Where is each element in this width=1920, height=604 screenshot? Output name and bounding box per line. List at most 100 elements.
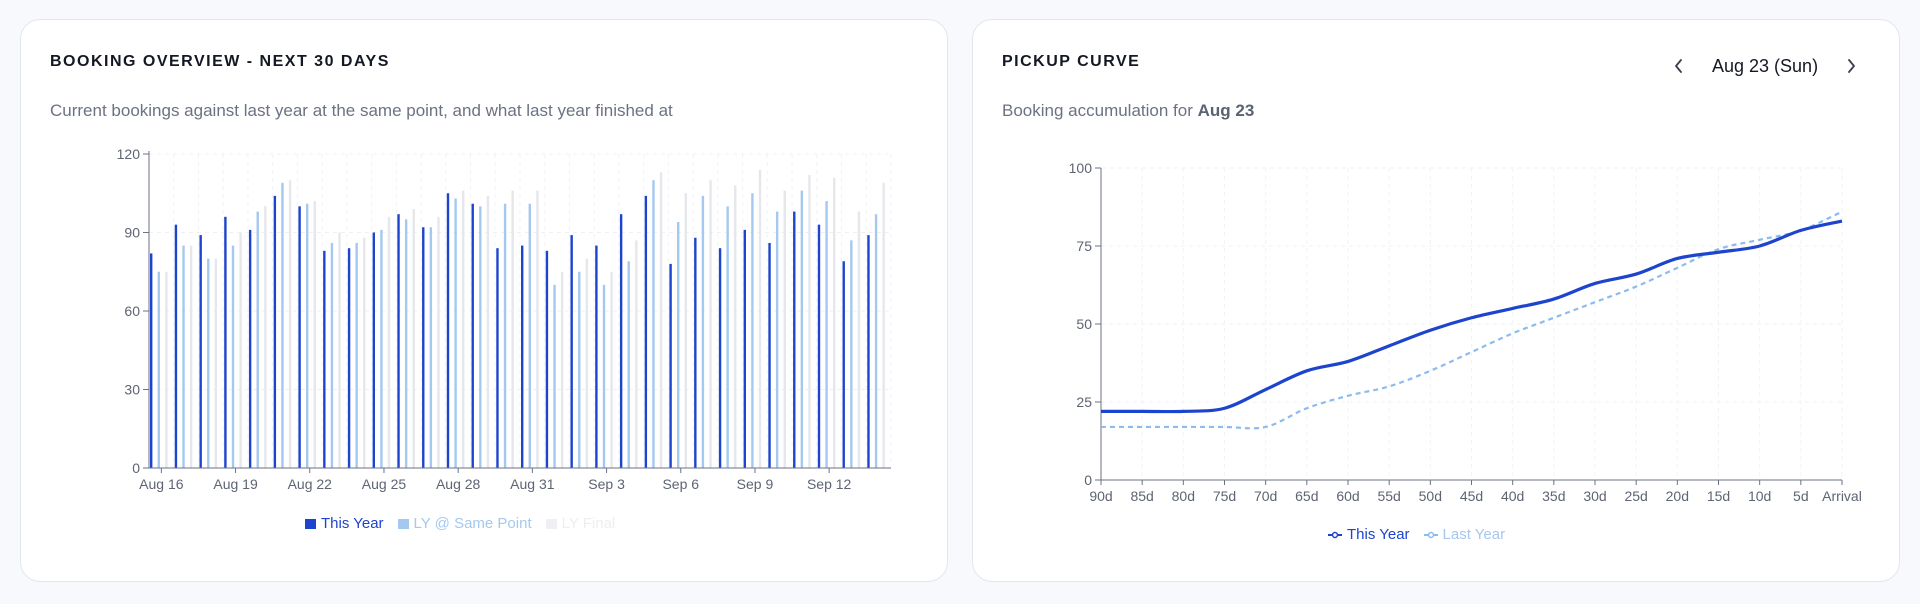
bar-ly-same-point [627,261,630,468]
bar-this-year [446,193,450,468]
x-tick-label: Aug 31 [510,476,555,492]
bar-ly-same-point [404,219,408,468]
bar-ly-same-point [602,284,606,468]
prev-date-button[interactable] [1665,52,1693,80]
x-tick-label: Sep 6 [662,476,699,492]
bar-ly-final [758,169,762,468]
bar-this-year [496,248,499,468]
legend-ly-final[interactable]: LY Final [545,515,616,532]
bar-this-year [248,229,252,468]
chevron-left-icon [1675,59,1682,73]
bar-this-year [224,216,227,468]
bar-ly-final [288,180,292,468]
legend-label-ly-same-point: LY @ Same Point [413,515,532,532]
bar-ly-final [709,180,712,468]
x-tick-label: 85d [1130,488,1153,504]
bar-this-year [471,203,474,468]
bar-this-year [545,250,549,468]
bar-ly-same-point [578,271,581,468]
legend-pickup-this-year[interactable]: This Year [1328,526,1410,543]
bar-ly-final [833,177,836,469]
bar-this-year [768,242,771,468]
bar-ly-same-point [231,245,235,468]
bar-ly-same-point [157,271,160,468]
bar-ly-final [684,193,687,468]
booking-overview-subtitle: Current bookings against last year at th… [50,101,673,120]
series-line-this-year [1101,219,1843,414]
bar-this-year [694,237,697,468]
pickup-curve-title: PICKUP CURVE [1002,53,1141,70]
x-tick-label: Sep 12 [807,476,852,492]
bar-ly-final [734,185,737,468]
x-tick-label: 40d [1501,488,1524,504]
legend-label-this-year: This Year [321,515,384,532]
bar-this-year [644,195,648,468]
bar-ly-same-point [207,258,210,468]
x-tick-label: Sep 9 [737,476,774,492]
y-tick-label: 30 [124,382,140,398]
legend-pickup-last-year[interactable]: Last Year [1423,526,1506,543]
bar-ly-same-point [355,242,358,468]
bar-ly-same-point [850,240,853,468]
x-tick-label: Aug 16 [139,476,184,492]
x-tick-label: 50d [1419,488,1442,504]
legend-ly-same-point[interactable]: LY @ Same Point [397,515,532,532]
x-tick-label: 35d [1542,488,1565,504]
pickup-subtitle-prefix: Booking accumulation for [1002,101,1193,120]
chevron-right-icon [1848,59,1855,73]
bar-this-year [273,195,277,468]
x-tick-label: 80d [1172,488,1195,504]
bar-this-year [669,263,672,468]
bar-ly-same-point [726,206,729,469]
x-tick-label: 30d [1583,488,1606,504]
bar-ly-final [486,195,490,468]
bar-ly-same-point [380,229,383,468]
bar-this-year [174,224,178,468]
bar-ly-final [264,206,267,469]
next-date-button[interactable] [1837,52,1865,80]
y-tick-label: 100 [1069,160,1093,176]
bar-ly-final [635,240,638,468]
bar-ly-same-point [553,284,556,468]
legend-label-ly-final: LY Final [561,515,616,532]
bar-this-year [743,229,746,468]
selected-date-label: Aug 23 (Sun) [1712,56,1819,76]
legend-label-pickup-last-year: Last Year [1442,526,1506,543]
x-tick-label: Aug 22 [288,476,333,492]
bar-ly-same-point [182,245,185,468]
y-tick-label: 90 [124,225,140,241]
bar-this-year [619,214,623,468]
series-line-last-year [1101,210,1843,430]
bar-ly-same-point [330,242,334,468]
x-tick-label: Aug 28 [436,476,481,492]
bar-this-year [521,245,524,468]
x-tick-label: 90d [1089,488,1112,504]
bar-ly-same-point [281,182,284,469]
bar-this-year [842,261,845,468]
bar-ly-same-point [874,214,878,468]
y-tick-label: 25 [1076,394,1092,410]
bar-ly-same-point [528,203,531,468]
bar-ly-same-point [775,211,779,469]
bar-this-year [323,250,326,468]
legend-this-year[interactable]: This Year [305,515,384,532]
bar-ly-final [338,232,341,468]
pickup-legend: This Year Last Year [1328,526,1505,543]
bar-ly-final [610,271,613,468]
bar-ly-same-point [652,180,655,468]
bar-ly-final [387,216,391,468]
y-tick-label: 60 [124,303,140,319]
x-tick-label: Sep 3 [588,476,625,492]
booking-bar-chart: 0 30 60 90 120 Aug 16 Aug 19 Aug 22 Aug 25 Aug 28… [117,146,892,492]
bar-this-year [347,248,351,468]
y-tick-label: 50 [1076,316,1092,332]
x-tick-label: 5d [1793,488,1809,504]
bar-this-year [793,211,796,469]
bar-ly-final [560,271,564,468]
x-tick-label: 60d [1336,488,1359,504]
x-tick-label: Aug 19 [213,476,258,492]
x-tick-label: Arrival [1822,488,1862,504]
bar-ly-final [437,216,440,468]
bar-ly-final [536,190,539,468]
bar-this-year [372,232,375,468]
